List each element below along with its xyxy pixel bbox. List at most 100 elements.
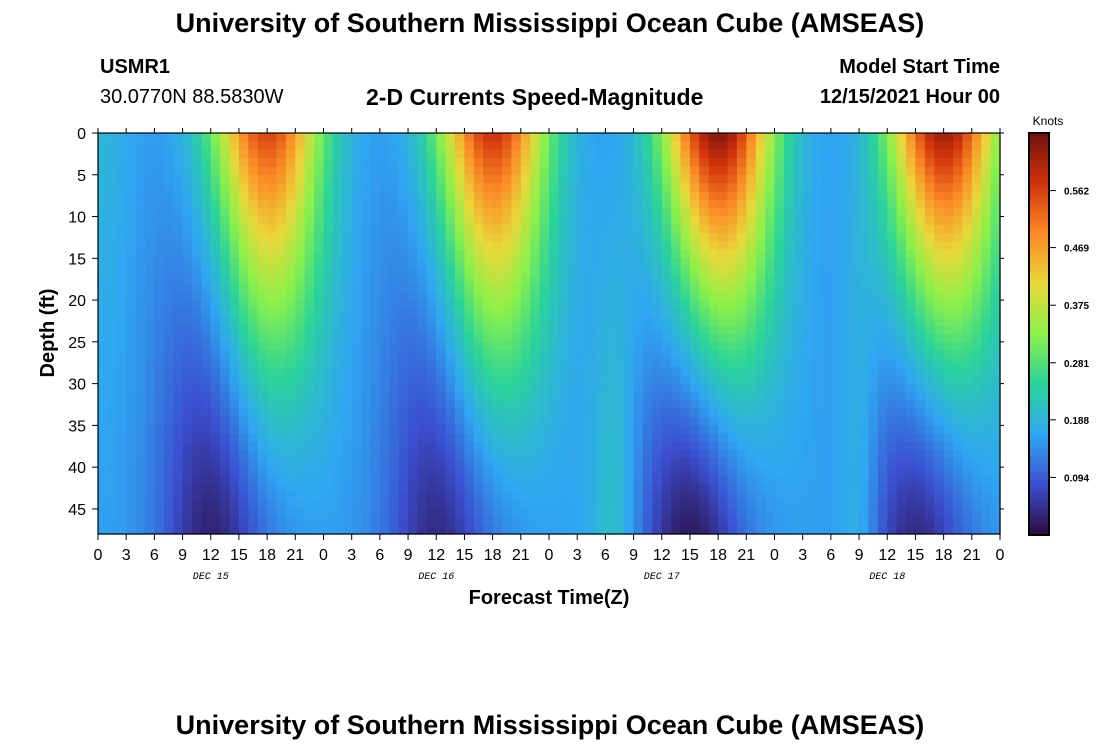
heatmap-cell xyxy=(276,283,287,293)
heatmap-cell xyxy=(661,275,672,284)
heatmap-cell xyxy=(445,400,456,410)
heatmap-cell xyxy=(210,408,221,418)
heatmap-cell xyxy=(539,308,550,318)
heatmap-cell xyxy=(736,199,747,209)
heatmap-cell xyxy=(549,216,559,226)
heatmap-cell xyxy=(896,458,907,468)
heatmap-cell xyxy=(887,366,898,376)
heatmap-cell xyxy=(755,191,766,201)
heatmap-cell xyxy=(577,283,588,293)
heatmap-cell xyxy=(511,266,522,276)
heatmap-cell xyxy=(971,216,982,226)
heatmap-cell xyxy=(962,258,973,268)
heatmap-cell xyxy=(558,166,569,176)
x-tick-label: 15 xyxy=(681,547,699,564)
heatmap-cell xyxy=(285,308,296,318)
heatmap-cell xyxy=(990,275,1001,284)
heatmap-cell xyxy=(953,425,964,435)
heatmap-cell xyxy=(135,442,146,452)
heatmap-cell xyxy=(201,483,212,493)
heatmap-cell xyxy=(464,358,475,368)
heatmap-cell xyxy=(934,275,945,284)
heatmap-cell xyxy=(173,266,184,276)
heatmap-cell xyxy=(633,258,644,268)
heatmap-cell xyxy=(840,358,851,368)
heatmap-cell xyxy=(210,183,221,193)
heatmap-cell xyxy=(887,450,898,460)
heatmap-cell xyxy=(793,450,804,460)
heatmap-cell xyxy=(718,258,729,268)
heatmap-cell xyxy=(924,433,935,443)
heatmap-cell xyxy=(257,391,268,401)
heatmap-cell xyxy=(126,249,137,259)
heatmap-cell xyxy=(896,375,907,385)
heatmap-cell xyxy=(708,408,719,418)
heatmap-cell xyxy=(877,183,888,193)
heatmap-cell xyxy=(464,208,475,218)
heatmap-cell xyxy=(924,383,935,393)
heatmap-cell xyxy=(896,508,907,518)
heatmap-cell xyxy=(783,467,794,477)
heatmap-cell xyxy=(323,483,334,493)
heatmap-cell xyxy=(934,475,945,485)
heatmap-cell xyxy=(436,291,447,301)
heatmap-cell xyxy=(408,166,419,176)
heatmap-cell xyxy=(304,442,315,452)
heatmap-cell xyxy=(887,341,898,351)
heatmap-cell xyxy=(502,166,513,176)
heatmap-cell xyxy=(520,467,531,477)
heatmap-cell xyxy=(661,208,672,218)
heatmap-cell xyxy=(614,241,625,251)
heatmap-cell xyxy=(727,133,738,142)
heatmap-cell xyxy=(426,475,437,485)
heatmap-cell xyxy=(417,158,428,168)
heatmap-cell xyxy=(689,241,700,251)
heatmap-cell xyxy=(436,158,447,168)
heatmap-cell xyxy=(953,224,964,234)
y-tick-label: 10 xyxy=(68,210,86,227)
heatmap-cell xyxy=(116,408,127,418)
heatmap-cell xyxy=(464,475,475,485)
heatmap-cell xyxy=(924,283,935,293)
heatmap-cell xyxy=(173,525,184,535)
heatmap-cell xyxy=(877,141,888,151)
heatmap-cell xyxy=(802,500,813,510)
heatmap-cell xyxy=(812,400,823,410)
heatmap-cell xyxy=(549,199,559,209)
heatmap-cell xyxy=(201,383,212,393)
heatmap-cell xyxy=(887,458,898,468)
heatmap-cell xyxy=(793,166,804,176)
heatmap-cell xyxy=(351,158,362,168)
heatmap-cell xyxy=(689,133,700,142)
heatmap-cell xyxy=(464,333,475,343)
heatmap-cell xyxy=(417,391,428,401)
heatmap-cell xyxy=(229,417,240,426)
heatmap-cell xyxy=(464,400,475,410)
heatmap-cell xyxy=(492,341,503,351)
heatmap-cell xyxy=(577,442,588,452)
heatmap-cell xyxy=(755,508,766,518)
heatmap-cell xyxy=(718,275,729,284)
heatmap-cell xyxy=(962,316,973,326)
heatmap-cell xyxy=(98,183,108,193)
heatmap-cell xyxy=(689,525,700,535)
heatmap-cell xyxy=(520,525,531,535)
heatmap-cell xyxy=(229,258,240,268)
heatmap-cell xyxy=(436,224,447,234)
heatmap-cell xyxy=(971,183,982,193)
heatmap-cell xyxy=(276,442,287,452)
heatmap-cell xyxy=(163,350,174,360)
heatmap-cell xyxy=(821,141,832,151)
heatmap-cell xyxy=(774,500,785,510)
heatmap-cell xyxy=(708,450,719,460)
heatmap-cell xyxy=(163,216,174,226)
heatmap-cell xyxy=(981,199,992,209)
heatmap-cell xyxy=(633,208,644,218)
heatmap-cell xyxy=(746,433,757,443)
heatmap-cell xyxy=(238,149,249,159)
heatmap-cell xyxy=(868,316,879,326)
heatmap-cell xyxy=(605,266,616,276)
heatmap-cell xyxy=(417,333,428,343)
heatmap-cell xyxy=(267,517,278,527)
heatmap-cell xyxy=(210,224,221,234)
